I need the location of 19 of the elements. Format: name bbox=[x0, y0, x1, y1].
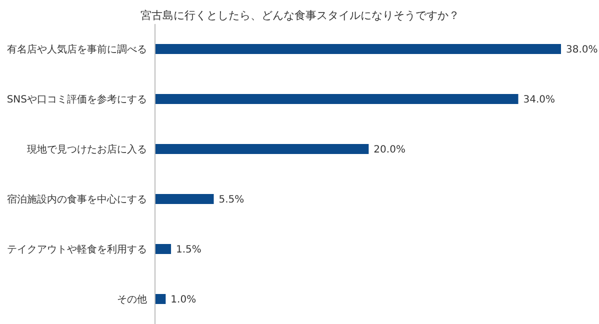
y-tick-label: 宿泊施設内の食事を中心にする bbox=[7, 194, 147, 206]
data-label: 1.0% bbox=[170, 294, 196, 306]
y-tick-label: 現地で見つけたお店に入る bbox=[27, 144, 147, 156]
data-label: 34.0% bbox=[523, 94, 556, 106]
bar bbox=[155, 44, 561, 54]
y-tick-label: その他 bbox=[117, 294, 147, 306]
y-tick-label: SNSや口コミ評価を参考にする bbox=[6, 94, 147, 106]
data-label: 20.0% bbox=[374, 144, 406, 156]
y-tick-label: テイクアウトや軽食を利用する bbox=[7, 244, 147, 256]
data-label: 38.0% bbox=[566, 44, 598, 56]
y-tick-label: 有名店や人気店を事前に調べる bbox=[7, 44, 147, 56]
data-label: 1.5% bbox=[176, 244, 202, 256]
chart-title: 宮古島に行くとしたら、どんな食事スタイルになりそうですか？ bbox=[140, 8, 460, 23]
bar bbox=[155, 294, 166, 304]
bar bbox=[155, 194, 214, 204]
bar bbox=[155, 244, 172, 254]
bar bbox=[155, 94, 518, 104]
bar bbox=[155, 144, 369, 154]
data-label: 5.5% bbox=[218, 194, 244, 206]
